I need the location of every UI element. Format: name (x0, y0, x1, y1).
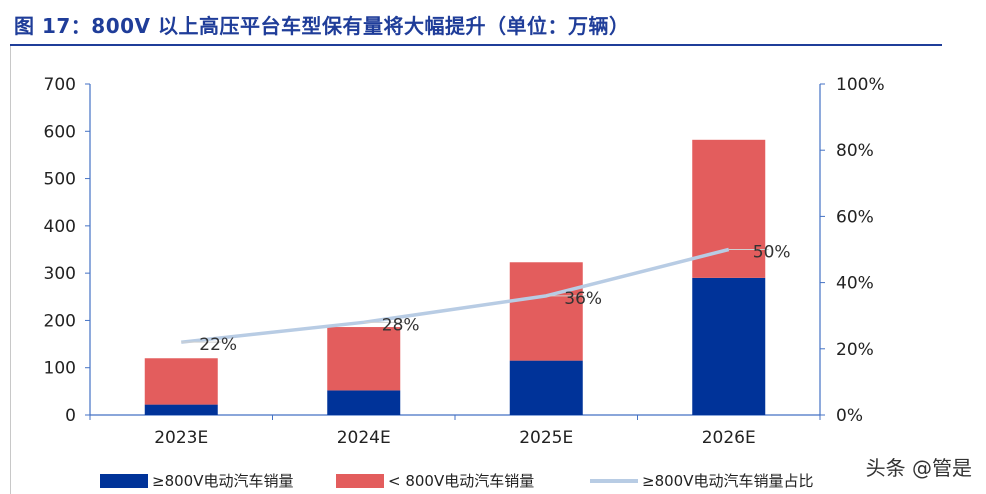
share-data-label: 50% (753, 243, 791, 263)
watermark: 头条 @管是 (865, 456, 972, 480)
x-axis-category-label: 2025E (519, 428, 573, 448)
right-axis-tick-label: 80% (836, 141, 874, 161)
legend-label-800v: ≥800V电动汽车销量 (152, 472, 294, 490)
bar-under-800v-2023E (144, 358, 218, 405)
bar-under-800v-2025E (509, 262, 583, 361)
legend-swatch-share (590, 478, 638, 483)
x-axis-category-label: 2023E (154, 428, 208, 448)
bar-800v-2025E (509, 360, 583, 415)
left-axis-tick-label: 500 (44, 170, 76, 190)
left-axis-tick-label: 200 (44, 311, 76, 331)
legend-label-share: ≥800V电动汽车销量占比 (642, 472, 814, 490)
right-axis-tick-label: 0% (836, 406, 863, 426)
x-axis-category-label: 2026E (702, 428, 756, 448)
left-axis-tick-label: 400 (44, 217, 76, 237)
bar-800v-2026E (692, 277, 766, 415)
share-data-label: 28% (382, 315, 420, 335)
right-axis-tick-label: 100% (836, 75, 885, 95)
bar-800v-2023E (144, 404, 218, 415)
share-data-label: 22% (199, 335, 237, 355)
chart-legend: ≥800V电动汽车销量 < 800V电动汽车销量 ≥800V电动汽车销量占比 (70, 470, 870, 492)
legend-item-under-800v-sales: < 800V电动汽车销量 (336, 470, 534, 491)
left-axis-tick-label: 0 (65, 406, 76, 426)
bar-800v-2024E (327, 390, 401, 415)
legend-swatch-800v (100, 473, 148, 488)
x-axis-category-label: 2024E (337, 428, 391, 448)
left-axis-tick-label: 600 (44, 122, 76, 142)
right-axis-tick-label: 20% (836, 340, 874, 360)
left-border (10, 46, 11, 494)
legend-item-800v-sales: ≥800V电动汽车销量 (100, 470, 293, 491)
legend-swatch-under-800v (336, 473, 384, 488)
share-data-label: 36% (564, 289, 602, 309)
right-axis-tick-label: 60% (836, 207, 874, 227)
legend-label-under-800v: < 800V电动汽车销量 (388, 472, 535, 490)
left-axis-tick-label: 100 (44, 359, 76, 379)
left-axis-tick-label: 700 (44, 75, 76, 95)
legend-item-800v-share: ≥800V电动汽车销量占比 (590, 470, 813, 491)
title-divider (10, 44, 942, 46)
share-line (181, 247, 730, 344)
bar-under-800v-2024E (327, 327, 401, 391)
right-axis-tick-label: 40% (836, 274, 874, 294)
left-axis-tick-label: 300 (44, 264, 76, 284)
page-title: 图 17：800V 以上高压平台车型保有量将大幅提升（单位：万辆） (14, 14, 630, 38)
